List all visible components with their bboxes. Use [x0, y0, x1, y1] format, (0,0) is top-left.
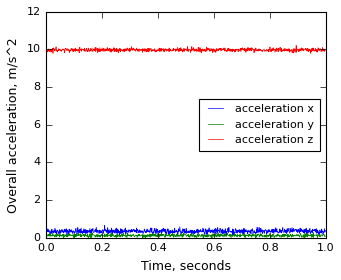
acceleration x — [262, 232, 266, 235]
Line: acceleration z: acceleration z — [46, 45, 325, 53]
X-axis label: Time, seconds: Time, seconds — [141, 260, 231, 273]
acceleration z — [323, 48, 327, 52]
acceleration y — [323, 235, 327, 238]
acceleration x — [103, 224, 107, 227]
acceleration z — [44, 49, 48, 52]
acceleration x — [158, 231, 162, 235]
acceleration y — [236, 234, 240, 237]
acceleration y — [262, 235, 266, 239]
acceleration x — [44, 229, 48, 232]
Line: acceleration y: acceleration y — [46, 233, 325, 238]
acceleration y — [267, 233, 271, 236]
acceleration y — [167, 233, 171, 237]
acceleration x — [267, 230, 271, 233]
Legend: acceleration x, acceleration y, acceleration z: acceleration x, acceleration y, accelera… — [199, 99, 320, 151]
Y-axis label: Overall acceleration, m/s^2: Overall acceleration, m/s^2 — [7, 37, 20, 213]
acceleration y — [73, 232, 77, 235]
acceleration z — [267, 49, 271, 52]
acceleration y — [216, 231, 220, 234]
acceleration x — [117, 234, 121, 238]
Line: acceleration x: acceleration x — [46, 225, 325, 236]
acceleration x — [73, 230, 77, 234]
acceleration z — [157, 47, 161, 50]
acceleration z — [167, 47, 172, 50]
acceleration y — [157, 233, 161, 236]
acceleration x — [323, 229, 327, 232]
acceleration x — [168, 233, 172, 236]
acceleration y — [315, 237, 320, 240]
acceleration z — [262, 47, 266, 51]
acceleration z — [236, 50, 240, 53]
acceleration z — [73, 47, 77, 50]
acceleration x — [236, 228, 240, 232]
acceleration y — [44, 233, 48, 236]
acceleration z — [294, 44, 298, 47]
acceleration z — [51, 52, 55, 55]
